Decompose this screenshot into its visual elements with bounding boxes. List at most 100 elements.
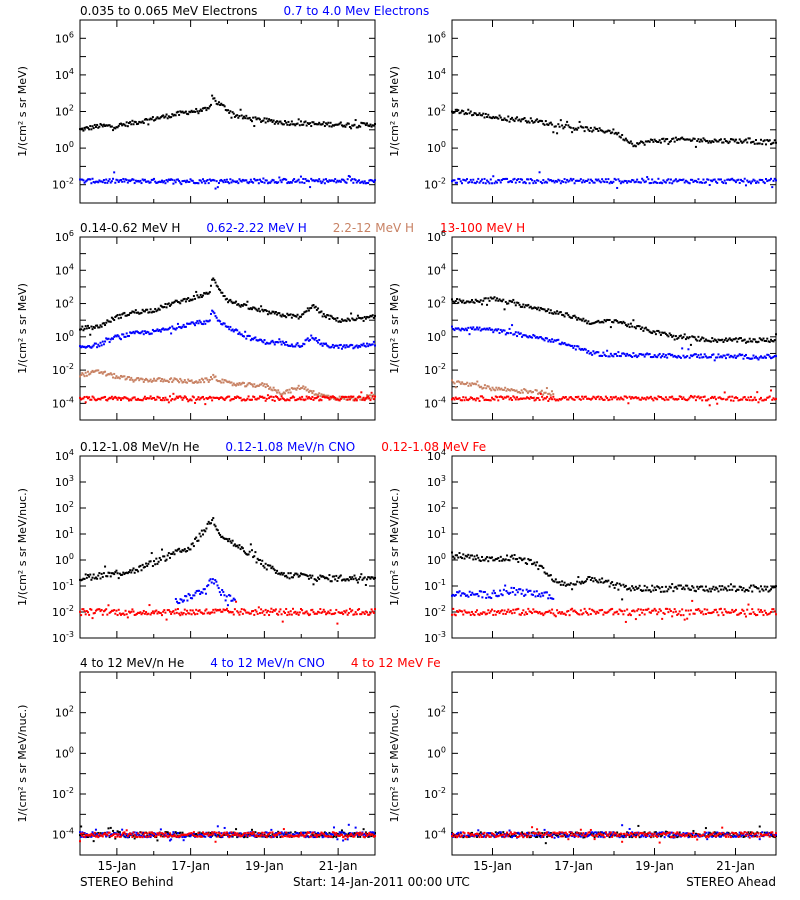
data-point (502, 612, 505, 615)
data-point (232, 831, 235, 834)
data-point (734, 590, 737, 593)
data-point (466, 398, 469, 401)
data-point (229, 399, 232, 402)
data-point (278, 312, 281, 315)
data-point (261, 833, 264, 836)
data-point (235, 300, 238, 303)
data-point (612, 180, 615, 183)
data-point (296, 831, 299, 834)
data-point (225, 380, 228, 383)
data-point (369, 344, 372, 347)
data-point (662, 179, 665, 182)
data-point (196, 294, 199, 297)
data-point (340, 829, 343, 832)
data-point (517, 607, 520, 610)
data-point (134, 568, 137, 571)
data-point (232, 112, 235, 115)
data-point (79, 375, 81, 378)
data-point (692, 335, 695, 338)
data-point (278, 398, 281, 401)
data-point (473, 382, 476, 385)
data-point (305, 395, 308, 398)
data-point (107, 604, 110, 607)
data-point (367, 124, 370, 127)
plot-frame (451, 236, 777, 421)
data-point (727, 585, 730, 588)
data-point (224, 537, 227, 540)
data-point (195, 590, 198, 593)
data-point (669, 610, 672, 613)
data-point (552, 131, 555, 134)
data-point (516, 116, 519, 119)
data-point (597, 611, 600, 614)
data-point (374, 831, 376, 834)
data-point (147, 562, 150, 565)
data-point (574, 583, 577, 586)
series-13-100-mev-h (451, 389, 777, 407)
data-point (198, 179, 201, 182)
data-point (676, 139, 679, 142)
data-point (182, 111, 185, 114)
data-point (196, 589, 199, 592)
data-point (306, 122, 309, 125)
data-point (689, 178, 692, 181)
data-point (509, 591, 512, 594)
data-point (216, 396, 219, 399)
data-point (473, 181, 476, 184)
data-point (258, 383, 261, 386)
data-point (106, 613, 109, 616)
data-point (342, 345, 345, 348)
data-point (459, 610, 462, 613)
data-point (203, 320, 206, 323)
data-point (544, 591, 547, 594)
data-point (208, 378, 211, 381)
data-point (623, 585, 626, 588)
data-point (769, 357, 772, 360)
data-point (153, 310, 156, 313)
data-point (663, 331, 666, 334)
data-point (99, 324, 102, 327)
data-point (372, 577, 375, 580)
data-point (656, 585, 659, 588)
data-point (134, 330, 137, 333)
data-point (709, 356, 712, 359)
data-point (674, 335, 677, 338)
data-point (299, 387, 302, 390)
data-point (192, 832, 195, 835)
data-point (512, 298, 515, 301)
data-point (125, 397, 128, 400)
data-point (568, 315, 571, 318)
data-point (330, 613, 333, 616)
data-point (222, 590, 225, 593)
data-point (250, 610, 253, 613)
data-point (521, 397, 524, 400)
data-point (618, 608, 621, 611)
data-point (538, 336, 541, 339)
data-point (180, 111, 183, 114)
data-point (498, 298, 501, 301)
data-point (503, 308, 506, 311)
data-point (252, 385, 255, 388)
data-point (516, 391, 519, 394)
data-point (528, 589, 531, 592)
data-point (133, 396, 136, 399)
data-point (121, 397, 124, 400)
data-point (338, 395, 341, 398)
data-point (327, 610, 330, 613)
data-point (243, 115, 246, 118)
data-point (764, 356, 767, 359)
data-point (367, 345, 370, 348)
data-point (192, 834, 195, 837)
data-point (712, 585, 715, 588)
data-point (99, 122, 102, 125)
data-point (368, 343, 371, 346)
data-point (123, 335, 126, 338)
data-point (153, 612, 156, 615)
data-point (140, 377, 143, 380)
data-point (533, 610, 536, 613)
data-point (101, 575, 104, 578)
data-point (768, 340, 771, 343)
data-point (287, 398, 290, 401)
data-point (301, 386, 304, 389)
data-point (562, 583, 565, 586)
